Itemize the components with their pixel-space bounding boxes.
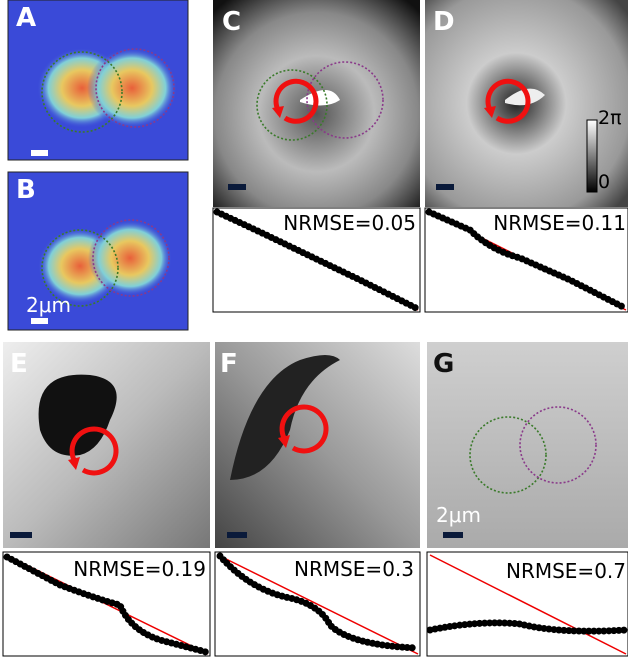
panel-label: C [222, 7, 241, 37]
scale-bar [228, 184, 246, 190]
scale-label: 2μm [436, 503, 481, 527]
circle [469, 416, 547, 494]
profile-curve [425, 208, 628, 312]
arrow-head [68, 457, 80, 470]
circle [41, 51, 123, 133]
vortex-arrow [485, 78, 531, 124]
nrmse: NRMSE=0.11 [493, 211, 626, 235]
scale-label: 2μm [26, 293, 71, 317]
vortex-arrow [279, 404, 329, 454]
scale-bar [31, 318, 48, 324]
circle [306, 61, 384, 139]
phase-feature [300, 90, 340, 106]
panel-e-image [3, 342, 210, 548]
arrow-head [484, 106, 496, 118]
colorbar [586, 119, 598, 193]
panel-label: G [433, 349, 454, 379]
intensity [87, 48, 177, 128]
panel-g-image [427, 342, 628, 548]
arrow-head [272, 106, 284, 118]
circle [41, 229, 119, 307]
vortex-arrow [273, 78, 319, 124]
colorbar-top: 2π [598, 107, 622, 129]
circle [95, 48, 175, 128]
profile-curve [426, 619, 628, 635]
panel-label: F [220, 349, 238, 379]
nrmse: NRMSE=0.19 [73, 557, 206, 581]
nrmse: NRMSE=0.3 [294, 557, 414, 581]
profile-curve [213, 208, 420, 312]
colorbar-bottom: 0 [598, 171, 610, 193]
nrmse: NRMSE=0.05 [283, 211, 416, 235]
panel-label: D [433, 7, 455, 37]
panel-label: E [10, 349, 28, 379]
arrow-head [278, 435, 290, 448]
reference-line [429, 554, 627, 655]
scale-bar [227, 532, 247, 538]
profile-curve [3, 553, 210, 656]
scale-bar [436, 184, 454, 190]
panel-label: B [16, 175, 36, 205]
circle [256, 69, 328, 141]
circle [519, 406, 597, 484]
phase-feature [505, 88, 545, 106]
reference-line [217, 554, 419, 655]
panel-label: A [16, 3, 36, 33]
scale-bar [10, 532, 32, 538]
intensity [88, 220, 172, 296]
nrmse: NRMSE=0.7 [506, 559, 626, 583]
vortex-arrow [69, 426, 119, 476]
scale-bar [31, 150, 48, 156]
scale-bar [443, 532, 463, 538]
circle [92, 219, 170, 297]
phase-feature [38, 374, 117, 456]
profile-curve [216, 552, 420, 652]
